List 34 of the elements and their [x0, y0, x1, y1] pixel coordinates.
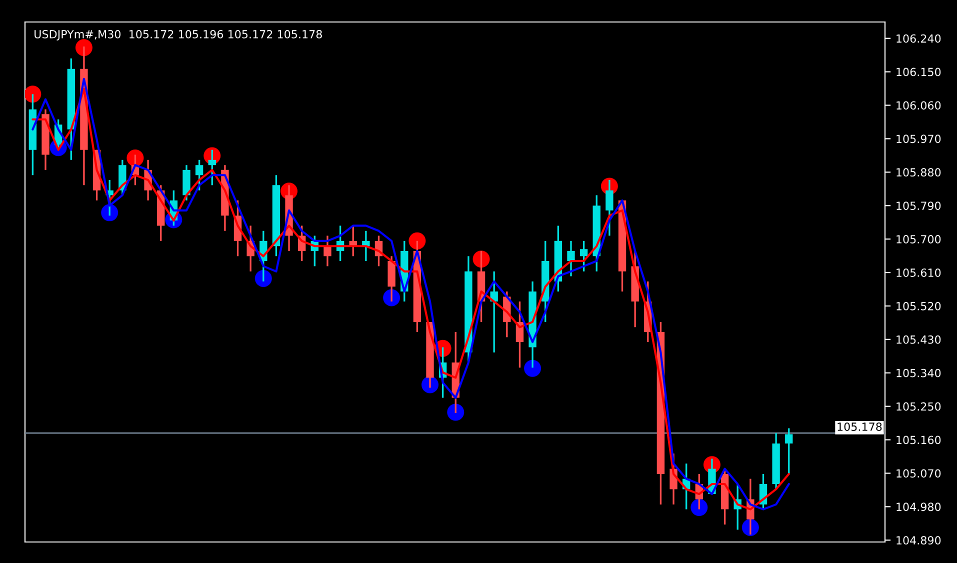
- candlestick: [580, 240, 588, 272]
- candlestick: [324, 234, 332, 268]
- point: [690, 498, 708, 516]
- y-tick-label: 105.250: [896, 402, 941, 411]
- candlestick: [208, 149, 216, 186]
- candlestick: [195, 159, 204, 192]
- point: [25, 86, 42, 103]
- candlestick: [490, 270, 498, 354]
- y-tick-label: 105.430: [896, 335, 941, 344]
- candlestick: [606, 179, 614, 237]
- y-tick-label: 105.970: [896, 134, 941, 144]
- point: [447, 404, 464, 421]
- y-tick-label: 106.060: [896, 101, 941, 110]
- point: [408, 232, 426, 250]
- candlestick: [567, 240, 575, 278]
- candlestick: [785, 427, 793, 475]
- y-tick-label: 104.890: [896, 536, 941, 545]
- point: [524, 360, 542, 377]
- y-tick-label: 105.340: [896, 368, 941, 378]
- point: [101, 204, 118, 222]
- y-tick-label: 105.880: [896, 168, 941, 177]
- y-tick-label: 105.160: [896, 436, 941, 444]
- y-tick-label: 105.700: [896, 235, 941, 244]
- point: [75, 39, 92, 56]
- y-tick-label: 104.980: [896, 502, 941, 512]
- text: USDJPYm#,M30 105.172 105.196 105.172 105.178: [34, 30, 322, 40]
- y-tick-label: 106.150: [896, 68, 941, 76]
- y-tick-label: 105.790: [896, 202, 941, 210]
- point: [254, 270, 272, 287]
- y-tick-label: 106.240: [896, 34, 941, 43]
- ref-line-label: 105.178: [838, 422, 882, 431]
- y-tick-label: 105.070: [896, 469, 941, 478]
- y-tick-label: 105.610: [896, 268, 941, 277]
- y-tick-label: 105.520: [896, 302, 941, 310]
